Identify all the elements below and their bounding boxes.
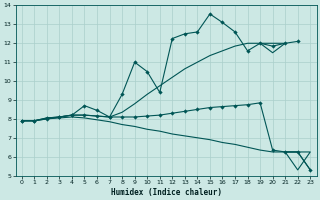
X-axis label: Humidex (Indice chaleur): Humidex (Indice chaleur) [110,188,221,197]
